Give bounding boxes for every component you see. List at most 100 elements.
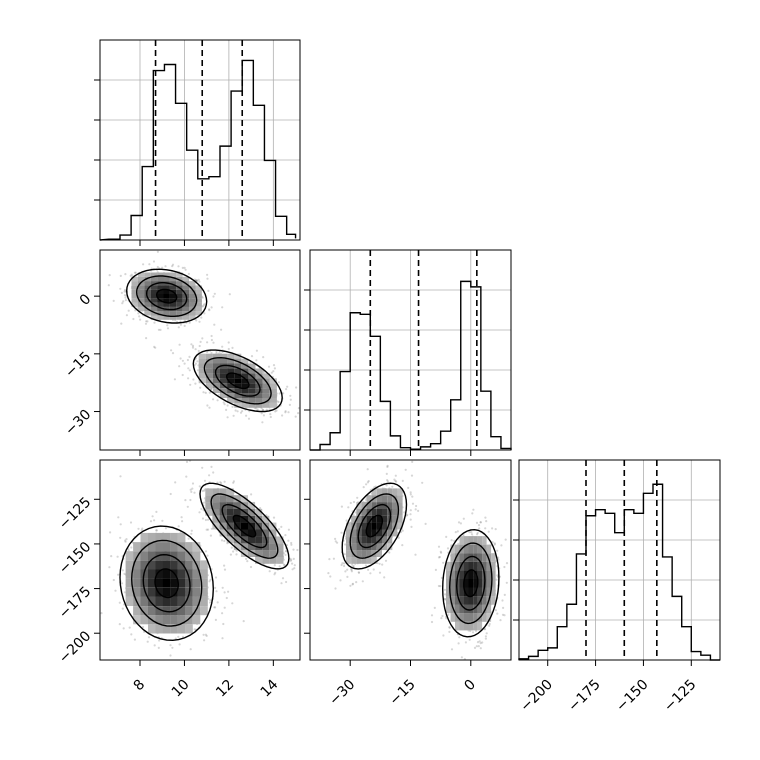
scatter-pair-2-1-point <box>329 575 332 578</box>
scatter-pair-2-1-point <box>439 585 442 588</box>
scatter-pair-2-0-density-cell <box>170 532 178 542</box>
scatter-pair-2-1-point <box>367 480 370 483</box>
scatter-pair-2-1-point <box>352 500 356 504</box>
scatter-pair-1-0-density-cell <box>212 353 220 359</box>
scatter-pair-1-0-point <box>186 358 189 362</box>
scatter-pair-2-0-density-cell <box>262 515 270 523</box>
scatter-pair-2-0-point <box>177 525 180 528</box>
scatter-pair-2-1-point <box>341 562 344 565</box>
scatter-pair-2-1-point <box>401 479 404 482</box>
scatter-pair-1-0-density-cell <box>234 373 242 379</box>
scatter-pair-1-0-density-cell <box>198 368 206 374</box>
scatter-pair-1-0-point <box>285 388 288 391</box>
scatter-pair-2-0-contour-1 <box>221 504 268 549</box>
scatter-pair-2-0-density-cell <box>192 578 201 588</box>
scatter-pair-1-0-density-cell <box>262 402 270 408</box>
axes-frames-layer <box>99 39 721 661</box>
scatter-pair-2-0-density-cell <box>155 532 163 542</box>
scatter-pair-1-0-point <box>289 398 292 401</box>
scatter-pair-2-1-density-cell <box>477 544 483 554</box>
scatter-pair-1-0-contour-2 <box>192 349 283 413</box>
scatter-pair-1-0-point <box>223 403 226 406</box>
scatter-pair-2-0-point <box>171 646 174 649</box>
scatter-pair-2-0-point <box>147 636 151 639</box>
scatter-pair-2-1-density-cell <box>482 587 487 597</box>
scatter-pair-2-1-density-cell <box>387 529 393 537</box>
scatter-pair-2-0-density-cell <box>185 624 193 634</box>
scatter-pair-2-1-point <box>386 464 389 467</box>
scatter-pair-2-0-density-cell <box>177 551 186 561</box>
scatter-pair-1-0-point <box>212 295 215 298</box>
scatter-pair-2-1-point <box>501 613 505 616</box>
scatter-pair-1-0-point <box>267 365 271 368</box>
scatter-pair-2-1-density-cell <box>468 561 473 571</box>
scatter-pair-2-1-point <box>476 641 480 644</box>
scatter-pair-2-1-point <box>388 551 391 554</box>
scatter-pair-2-1-density-cell <box>473 596 478 605</box>
scatter-pair-1-0-density-cell <box>169 302 177 307</box>
scatter-pair-1-0-point <box>188 355 191 358</box>
scatter-pair-2-1-density-cell <box>468 536 473 545</box>
scatter-pair-2-0-density-cell <box>185 551 193 561</box>
scatter-pair-2-1-density-cell <box>366 522 372 530</box>
scatter-pair-1-0-point <box>183 324 186 327</box>
scatter-pair-2-0-density-cell <box>269 550 277 557</box>
scatter-pair-1-0-density-cell <box>269 388 277 394</box>
scatter-pair-2-0-point <box>223 480 226 483</box>
scatter-pair-2-0-point <box>292 557 295 561</box>
scatter-pair-1-0-density-cell <box>182 285 190 290</box>
scatter-pair-2-0-density-cell <box>269 543 277 551</box>
scatter-pair-2-0-density-cell <box>192 551 201 561</box>
scatter-pair-2-1-density-cell <box>450 570 455 579</box>
scatter-pair-2-1-density-cell <box>361 529 367 537</box>
scatter-pair-1-0-density-cell <box>255 402 263 408</box>
scatter-pair-2-0-point <box>214 618 217 622</box>
scatter-pair-2-1-point <box>401 544 404 547</box>
scatter-pair-2-1-density-cell <box>392 529 398 537</box>
scatter-pair-2-1-point <box>344 570 347 573</box>
scatter-pair-1-0-contour-1 <box>155 288 178 304</box>
scatter-pair-1-0-point <box>212 341 215 344</box>
scatter-pair-2-0-density-cell <box>200 606 208 616</box>
scatter-pair-2-0-density-cell <box>155 615 163 625</box>
scatter-pair-2-0-point <box>296 548 299 552</box>
scatter-pair-2-1-point <box>485 632 488 635</box>
scatter-pair-1-0-point <box>231 405 234 408</box>
scatter-pair-2-0-density-cell <box>140 532 148 542</box>
scatter-pair-2-0-density-cell <box>177 615 186 625</box>
scatter-pair-1-0-density-cell <box>150 285 158 290</box>
scatter-pair-2-0-density-cell <box>192 569 201 579</box>
scatter-pair-2-1-point <box>445 617 448 620</box>
scatter-pair-2-0-point <box>198 485 201 488</box>
scatter-pair-2-1-point <box>488 624 491 627</box>
scatter-pair-2-0-point <box>220 482 223 485</box>
scatter-pair-1-0-point <box>181 266 184 269</box>
scatter-pair-2-1-density-cell <box>477 621 483 631</box>
scatter-pair-1-0-density-cell <box>198 373 206 379</box>
scatter-pair-2-0-density-cell <box>205 495 213 503</box>
scatter-pair-2-0-point <box>140 529 143 532</box>
scatter-pair-2-0-point <box>189 648 192 651</box>
scatter-pair-2-1-point <box>391 485 394 488</box>
scatter-pair-1-0-point <box>245 414 248 417</box>
scatter-pair-2-1-density-cell <box>382 495 388 503</box>
scatter-pair-2-1-density-cell <box>473 536 478 545</box>
scatter-pair-2-0-density-cell <box>140 560 148 570</box>
scatter-pair-2-0-density-cell <box>269 522 277 530</box>
scatter-pair-1-0-point <box>156 265 159 269</box>
scatter-pair-1-0-density-cell <box>189 311 196 316</box>
scatter-pair-2-1-density-cell <box>455 561 460 571</box>
scatter-pair-2-1-point <box>394 479 397 482</box>
scatter-pair-1-0-density-cell <box>269 402 277 408</box>
scatter-pair-2-1-point <box>386 480 389 483</box>
scatter-pair-2-1-point <box>414 553 417 556</box>
scatter-pair-1-0-point <box>208 308 211 311</box>
scatter-pair-1-0-point <box>272 370 275 373</box>
scatter-pair-2-0-point <box>190 490 193 493</box>
scatter-pair-2-0-density-cell <box>155 596 163 606</box>
scatter-pair-1-0-point <box>191 346 195 349</box>
scatter-pair-2-0-density-cell <box>262 556 270 564</box>
scatter-pair-2-0-point <box>278 528 281 531</box>
scatter-pair-2-0-density-cell <box>205 502 213 509</box>
scatter-pair-2-0-density-cell <box>162 596 171 606</box>
